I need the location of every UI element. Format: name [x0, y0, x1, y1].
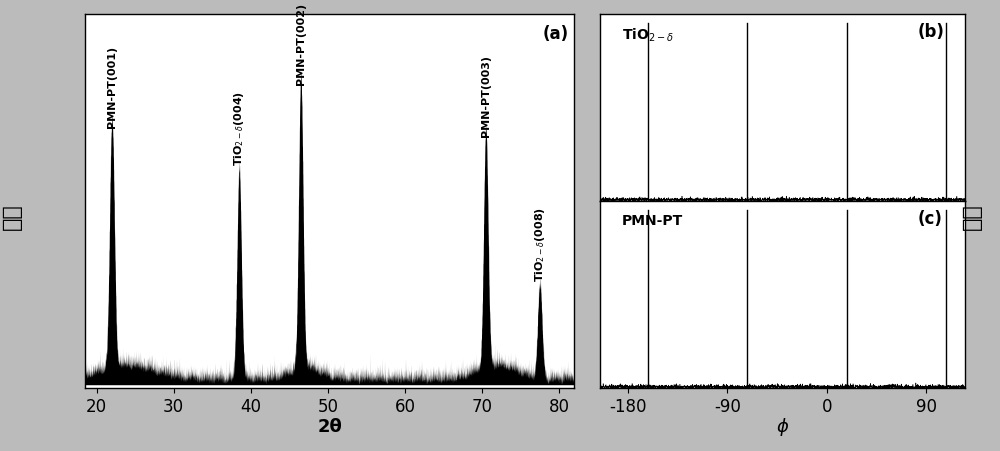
Text: (c): (c) — [918, 210, 942, 228]
Text: PMN-PT: PMN-PT — [622, 214, 683, 228]
Text: TiO$_{2-\delta}$(008): TiO$_{2-\delta}$(008) — [533, 207, 547, 282]
Text: PMN-PT(003): PMN-PT(003) — [481, 55, 491, 137]
X-axis label: ϕ: ϕ — [777, 419, 788, 437]
Text: (b): (b) — [918, 23, 944, 41]
X-axis label: 2θ: 2θ — [317, 419, 342, 437]
Text: 强度: 强度 — [2, 203, 22, 230]
Text: 强度: 强度 — [962, 203, 982, 230]
Text: PMN-PT(001): PMN-PT(001) — [107, 46, 117, 129]
Text: (a): (a) — [543, 25, 569, 43]
Text: TiO$_{2-\delta}$: TiO$_{2-\delta}$ — [622, 27, 674, 44]
Text: PMN-PT(002): PMN-PT(002) — [296, 3, 306, 85]
Text: TiO$_{2-\delta}$(004): TiO$_{2-\delta}$(004) — [232, 91, 246, 166]
